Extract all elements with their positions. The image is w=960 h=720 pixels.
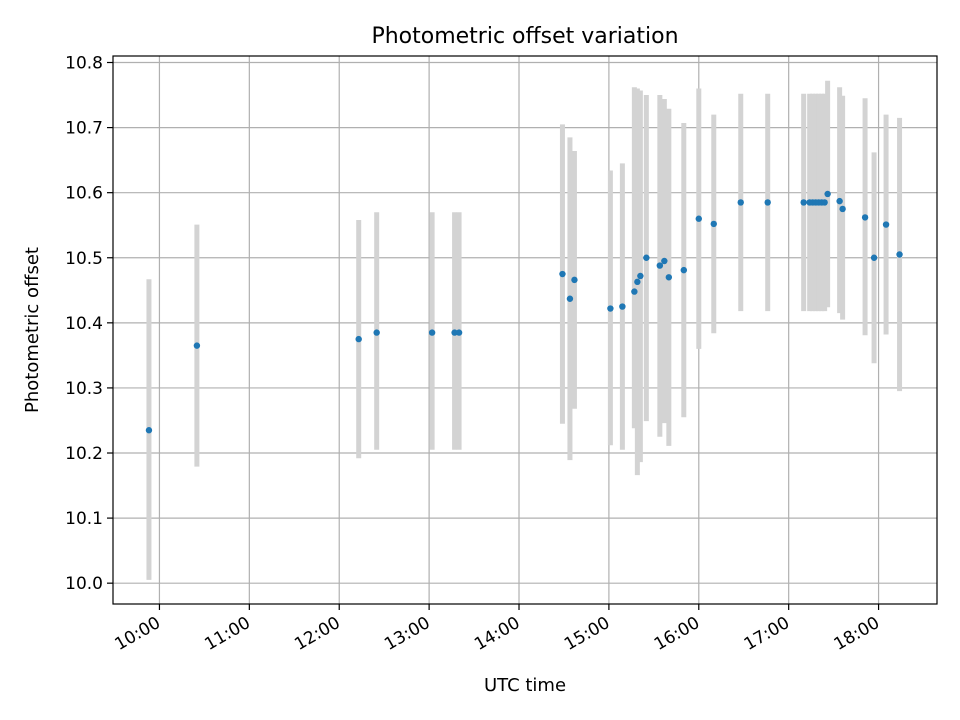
data-point xyxy=(455,329,463,336)
grid-lines xyxy=(113,56,937,604)
data-point xyxy=(800,199,807,206)
y-tick-label: 10.3 xyxy=(65,379,103,399)
data-point xyxy=(631,288,638,295)
data-point xyxy=(710,220,717,228)
data-point xyxy=(737,199,744,206)
data-point xyxy=(571,276,578,284)
data-point xyxy=(566,295,574,302)
x-tick-label: 10:00 xyxy=(112,613,164,655)
y-tick-label: 10.4 xyxy=(65,314,103,334)
data-point xyxy=(665,274,673,281)
data-points xyxy=(145,190,903,434)
y-tick-label: 10.1 xyxy=(65,509,103,529)
y-tick-label: 10.0 xyxy=(65,574,103,594)
data-point xyxy=(634,278,641,286)
data-point xyxy=(619,303,626,310)
y-tick-label: 10.8 xyxy=(65,54,103,74)
data-point xyxy=(839,205,846,213)
y-tick-label: 10.6 xyxy=(65,184,103,204)
data-point xyxy=(355,335,362,343)
data-point xyxy=(373,329,380,336)
data-point xyxy=(607,305,614,312)
y-tick-label: 10.5 xyxy=(65,249,103,269)
data-point xyxy=(882,221,890,228)
data-point xyxy=(656,262,664,269)
data-point xyxy=(861,214,869,221)
y-axis-label: Photometric offset xyxy=(22,247,43,413)
chart-title: Photometric offset variation xyxy=(371,24,678,49)
x-tick-label: 14:00 xyxy=(471,613,523,655)
data-point xyxy=(821,199,828,206)
data-point xyxy=(661,257,668,265)
y-tick-label: 10.7 xyxy=(65,119,103,139)
x-tick-label: 13:00 xyxy=(381,613,433,655)
data-point xyxy=(643,254,650,261)
data-point xyxy=(428,329,436,336)
data-point xyxy=(193,342,201,349)
x-tick-label: 12:00 xyxy=(291,613,343,655)
data-point xyxy=(637,272,644,280)
data-point xyxy=(695,215,702,222)
plot-frame xyxy=(112,55,938,605)
plot-background xyxy=(113,56,937,604)
y-tick-label: 10.2 xyxy=(65,444,103,464)
x-tick-label: 18:00 xyxy=(831,613,883,655)
data-point xyxy=(870,254,878,261)
x-tick-label: 17:00 xyxy=(741,613,793,655)
data-point xyxy=(559,270,566,278)
x-tick-label: 16:00 xyxy=(651,613,703,655)
x-tick-label: 15:00 xyxy=(561,613,613,655)
data-point xyxy=(764,199,771,206)
x-axis-ticks: 10:00 11:00 12:00 13:00 14:00 15:00 16:00 17:00… xyxy=(112,604,883,655)
data-point xyxy=(680,266,688,274)
data-point xyxy=(896,251,903,258)
data-point xyxy=(145,427,153,434)
x-axis-label: UTC time xyxy=(484,675,566,696)
data-point xyxy=(451,329,458,336)
data-point xyxy=(836,197,843,205)
y-axis-ticks: 10.0 10.1 10.2 10.3 10.4 10.5 10.6 10.7 10.8 xyxy=(65,54,113,594)
x-tick-label: 11:00 xyxy=(201,613,253,655)
data-point xyxy=(824,190,831,198)
